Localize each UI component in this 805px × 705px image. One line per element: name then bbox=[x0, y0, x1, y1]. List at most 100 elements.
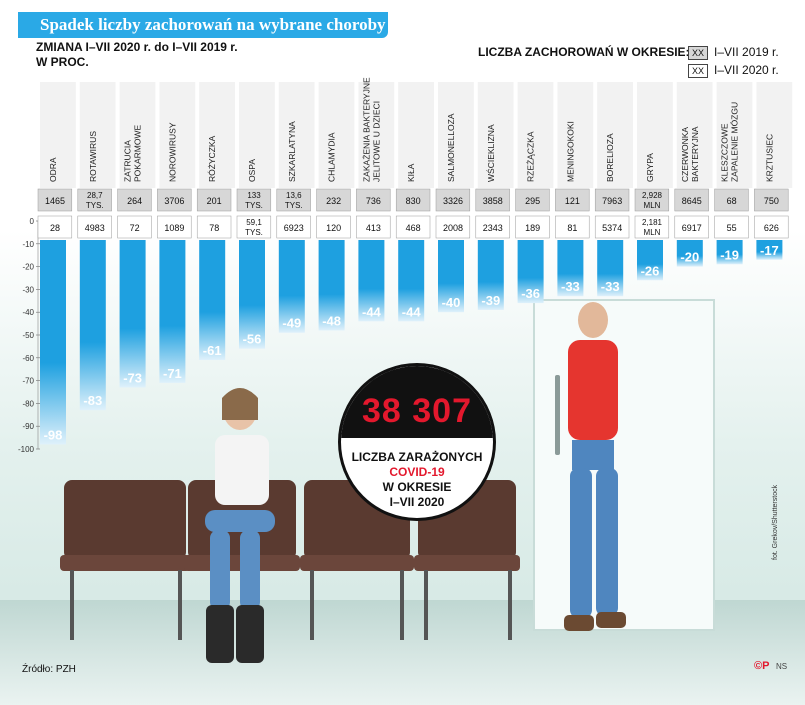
cases-2019-value: TYS. bbox=[285, 201, 303, 210]
cases-2019-value: TYS. bbox=[245, 201, 263, 210]
cases-2019-value: 133 bbox=[247, 191, 261, 200]
label-column-bg bbox=[79, 82, 116, 188]
cases-2019-box bbox=[77, 188, 112, 212]
y-tick-label: -90 bbox=[22, 422, 34, 431]
bar bbox=[40, 240, 66, 445]
bar bbox=[159, 240, 186, 383]
cases-2019-box bbox=[236, 188, 272, 212]
cases-2019-value: 1465 bbox=[45, 196, 65, 206]
cases-2020-box bbox=[555, 215, 590, 239]
cases-2020-value: 28 bbox=[50, 223, 60, 233]
badge-line-4: I–VII 2020 bbox=[389, 495, 445, 509]
category-label: KIŁA bbox=[406, 163, 416, 182]
cases-2020-value: 189 bbox=[525, 223, 540, 233]
cases-2019-value: 750 bbox=[764, 196, 779, 206]
y-tick-label: -30 bbox=[22, 285, 34, 294]
legend-swatch-2019: XX bbox=[688, 45, 708, 60]
cases-2019-value: 121 bbox=[565, 196, 580, 206]
bar bbox=[676, 240, 703, 267]
label-column-bg bbox=[239, 82, 275, 188]
label-column-bg bbox=[40, 82, 76, 188]
cases-2019-value: 201 bbox=[207, 196, 222, 206]
badge-line-3: W OKRESIE bbox=[382, 480, 452, 494]
label-column-bg bbox=[318, 82, 355, 188]
category-label: KLESZCZOWE bbox=[720, 123, 730, 182]
cases-2020-box bbox=[754, 215, 789, 239]
bar-value-label: -49 bbox=[282, 316, 301, 331]
bar-value-label: -19 bbox=[720, 247, 739, 262]
bar bbox=[199, 240, 226, 361]
cases-2019-box bbox=[435, 188, 471, 212]
cases-2020-value: 120 bbox=[326, 223, 341, 233]
label-column-bg bbox=[557, 82, 594, 188]
bar-value-label: -71 bbox=[163, 366, 182, 381]
legend-swatch-2020: XX bbox=[688, 63, 708, 78]
subtitle-line-2: W PROC. bbox=[36, 55, 89, 69]
bar-value-label: -33 bbox=[561, 279, 580, 294]
category-label: SZKARLATYNA bbox=[287, 121, 297, 182]
cases-2019-box bbox=[674, 188, 709, 212]
cases-2020-value: 5374 bbox=[602, 223, 622, 233]
covid-badge: 38 307 LICZBA ZARAŻONYCH COVID-19 W OKRE… bbox=[338, 363, 496, 521]
bar-value-label: -48 bbox=[322, 313, 341, 328]
label-column-bg bbox=[517, 82, 554, 188]
cases-2019-box bbox=[196, 188, 232, 212]
bar bbox=[517, 240, 544, 304]
category-label: NOROWIRUSY bbox=[167, 122, 177, 182]
cases-2019-value: 3326 bbox=[443, 196, 463, 206]
label-column-bg bbox=[199, 82, 235, 188]
category-label: ZAKAŻENIA BAKTERYJNE bbox=[361, 77, 371, 182]
cases-2020-box bbox=[714, 215, 749, 239]
cases-2020-value: 59,1 bbox=[246, 218, 262, 227]
label-column-bg bbox=[597, 82, 633, 188]
badge-dark-top bbox=[341, 366, 493, 438]
cases-2020-value: 1089 bbox=[164, 223, 184, 233]
category-label: RZEŻĄCZKA bbox=[526, 131, 536, 182]
label-column-bg bbox=[278, 82, 315, 188]
cases-2019-value: 8645 bbox=[682, 196, 702, 206]
label-column-bg bbox=[438, 82, 474, 188]
cases-2020-value: 413 bbox=[366, 223, 381, 233]
bar bbox=[278, 240, 305, 333]
label-column-bg bbox=[358, 82, 395, 188]
cases-2020-box bbox=[594, 215, 630, 239]
cases-2019-box bbox=[395, 188, 431, 212]
cases-2020-box bbox=[435, 215, 471, 239]
bar bbox=[318, 240, 345, 331]
badge-line-1: LICZBA ZARAŻONYCH bbox=[351, 450, 483, 464]
cases-2019-box bbox=[316, 188, 351, 212]
cases-2020-box bbox=[37, 215, 73, 239]
cases-2019-box bbox=[157, 188, 192, 212]
category-label: CHLAMYDIA bbox=[327, 132, 337, 182]
cases-2019-value: 68 bbox=[727, 196, 737, 206]
category-label: CZERWONKA bbox=[680, 127, 690, 182]
y-tick-label: -10 bbox=[22, 240, 34, 249]
cases-2020-box bbox=[395, 215, 431, 239]
bar bbox=[398, 240, 425, 322]
category-label: BAKTERYJNA bbox=[690, 126, 700, 182]
cases-2019-box bbox=[276, 188, 311, 212]
cases-2020-box bbox=[356, 215, 391, 239]
cases-2019-value: 736 bbox=[366, 196, 381, 206]
badge-line-2: COVID-19 bbox=[389, 465, 445, 479]
category-label: ODRA bbox=[48, 157, 58, 182]
bar bbox=[557, 240, 584, 297]
cases-2019-value: 28,7 bbox=[87, 191, 103, 200]
bar bbox=[119, 240, 146, 388]
label-column-bg bbox=[398, 82, 434, 188]
source-note: Źródło: PZH bbox=[22, 664, 76, 675]
category-label: POKARMOWE bbox=[133, 125, 143, 182]
bar bbox=[358, 240, 385, 322]
cases-2020-box bbox=[316, 215, 351, 239]
cases-2019-box bbox=[37, 188, 73, 212]
category-label: SALMONELLOZA bbox=[446, 113, 456, 182]
cases-2019-value: 7963 bbox=[602, 196, 622, 206]
bar-value-label: -73 bbox=[123, 370, 142, 385]
cases-2020-box bbox=[117, 215, 152, 239]
label-column-bg bbox=[477, 82, 514, 188]
y-tick-label: -60 bbox=[22, 354, 34, 363]
bar-value-label: -98 bbox=[44, 427, 63, 442]
bar-value-label: -39 bbox=[481, 293, 500, 308]
